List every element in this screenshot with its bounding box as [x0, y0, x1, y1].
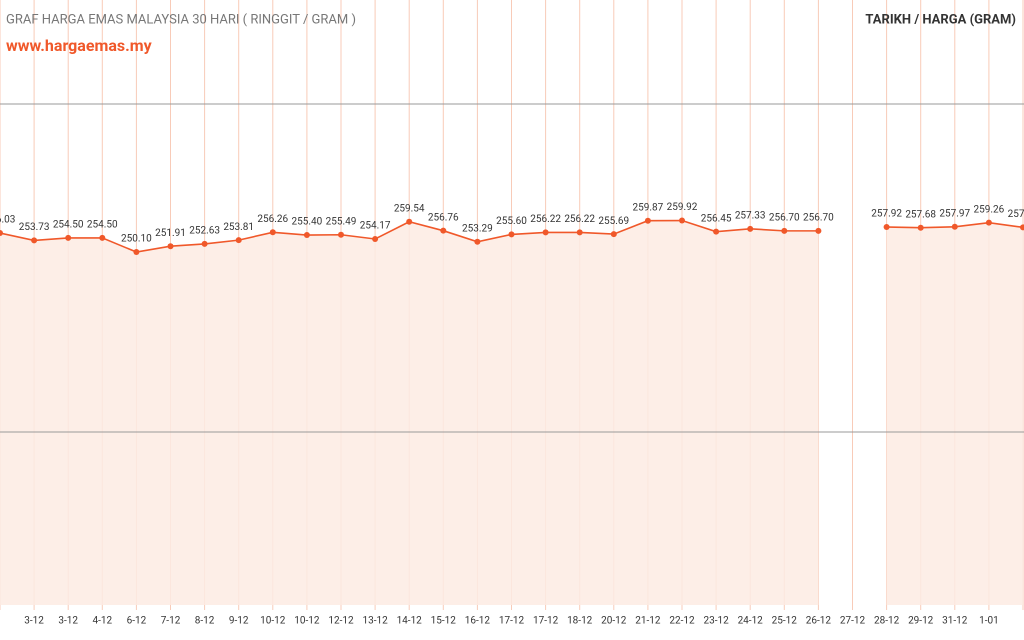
value-label: 257.33 [735, 210, 766, 221]
point [1020, 224, 1024, 231]
point [576, 229, 583, 236]
point [235, 237, 242, 244]
value-label: 255.69 [598, 216, 629, 227]
value-label: 252.63 [189, 226, 220, 237]
point [679, 217, 685, 224]
x-tick-label: 6-12 [127, 616, 147, 627]
value-label: 256.70 [769, 213, 800, 224]
value-label: 256.22 [530, 214, 561, 225]
value-label: 253.73 [19, 222, 50, 233]
value-label: 259.54 [394, 203, 425, 214]
value-label: 254.17 [360, 221, 391, 232]
x-tick-label: 18-12 [567, 616, 593, 627]
x-tick-label: 12-12 [328, 616, 354, 627]
point [0, 230, 3, 237]
x-tick-label: 20-12 [601, 616, 627, 627]
x-tick-label: 15-12 [431, 616, 457, 627]
value-label: 257.97 [939, 208, 970, 219]
value-label: 254.50 [87, 220, 118, 231]
point [201, 240, 208, 247]
x-tick-label: 22-12 [669, 616, 695, 627]
point [133, 249, 140, 256]
value-label: 253.81 [223, 222, 254, 233]
point [31, 237, 38, 244]
chart-subtitle: www.hargaemas.my [6, 36, 153, 55]
value-label: 251.91 [155, 228, 186, 239]
x-tick-label: 29-12 [908, 616, 934, 627]
x-tick-label: 3-12 [58, 616, 78, 627]
value-label: 254.50 [53, 220, 84, 231]
x-tick-label: 3-12 [24, 616, 44, 627]
x-tick-label: 23-12 [703, 616, 729, 627]
point [474, 238, 481, 245]
point [167, 243, 174, 250]
value-label: 257.80 [1008, 209, 1024, 220]
value-label: 255.60 [496, 216, 527, 227]
value-label: 256.03 [0, 215, 15, 226]
point [610, 231, 617, 238]
point [372, 235, 379, 242]
point [781, 227, 788, 234]
x-tick-label: 10-12 [260, 616, 286, 627]
x-tick-label: 25-12 [772, 616, 798, 627]
point [951, 223, 958, 230]
value-label: 259.26 [974, 204, 1005, 215]
value-label: 256.22 [564, 214, 595, 225]
value-label: 257.68 [905, 209, 936, 220]
point [883, 223, 890, 230]
x-tick-label: 17-12 [533, 616, 559, 627]
x-tick-label: 8-12 [195, 616, 215, 627]
point [338, 231, 344, 238]
chart-title: GRAF HARGA EMAS MALAYSIA 30 HARI ( RINGG… [6, 12, 356, 27]
x-tick-label: 1-01 [979, 616, 999, 627]
point [917, 224, 924, 231]
point [985, 219, 992, 226]
point [99, 234, 106, 241]
point [303, 232, 310, 239]
point [747, 225, 754, 232]
x-tick-label: 24-12 [738, 616, 764, 627]
point [542, 229, 549, 236]
x-tick-label: 16-12 [465, 616, 491, 627]
value-label: 255.49 [326, 216, 357, 227]
x-tick-label: 27-12 [840, 616, 866, 627]
value-label: 259.87 [633, 202, 664, 213]
point [65, 234, 72, 241]
x-tick-label: 13-12 [362, 616, 388, 627]
point [440, 227, 447, 234]
point [815, 227, 822, 234]
x-tick-label: 28-12 [874, 616, 900, 627]
value-label: 257.92 [871, 209, 902, 220]
value-label: 256.45 [701, 213, 732, 224]
point [508, 231, 515, 238]
x-tick-label: 9-12 [229, 616, 249, 627]
x-tick-label: 14-12 [397, 616, 423, 627]
value-label: 259.92 [667, 202, 698, 213]
x-tick-label: 10-12 [294, 616, 320, 627]
x-tick-label: 7-12 [161, 616, 181, 627]
x-tick-label: 26-12 [806, 616, 832, 627]
value-label: 256.70 [803, 213, 834, 224]
x-tick-label: 31-12 [942, 616, 968, 627]
x-tick-label: 4-12 [92, 616, 112, 627]
legend-title: TARIKH / HARGA (GRAM) [865, 12, 1016, 27]
x-tick-label: 17-12 [499, 616, 525, 627]
value-label: 253.29 [462, 223, 493, 234]
value-label: 256.76 [428, 212, 459, 223]
value-label: 255.40 [292, 217, 323, 228]
point [406, 218, 413, 225]
value-label: 250.10 [121, 234, 152, 245]
value-label: 256.26 [257, 214, 288, 225]
point [644, 217, 651, 224]
area-group [0, 220, 1023, 605]
x-tick-label: 21-12 [635, 616, 661, 627]
point [269, 229, 276, 236]
area [0, 220, 1023, 605]
point [713, 228, 720, 235]
